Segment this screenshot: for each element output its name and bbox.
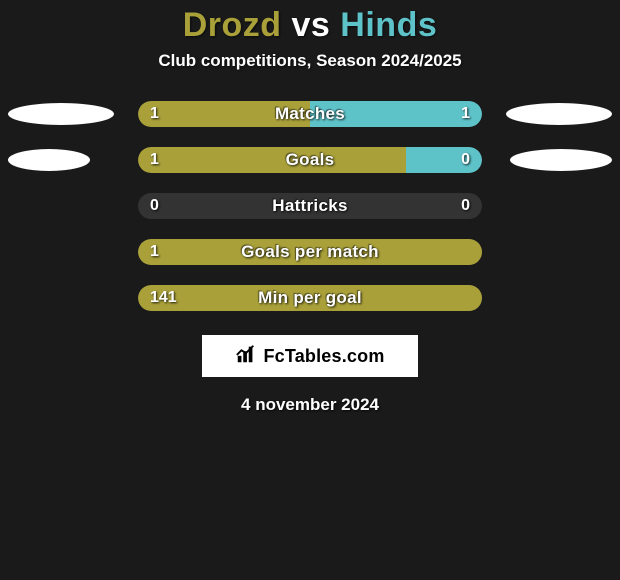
- subtitle: Club competitions, Season 2024/2025: [0, 51, 620, 71]
- comparison-widget: Drozd vs Hinds Club competitions, Season…: [0, 0, 620, 580]
- stat-label: Min per goal: [138, 285, 482, 311]
- stat-label: Goals: [138, 147, 482, 173]
- stats-area: Matches11Goals10Hattricks00Goals per mat…: [0, 91, 620, 321]
- brand-badge[interactable]: FcTables.com: [202, 335, 418, 377]
- stat-value-right: 1: [449, 101, 482, 127]
- side-ellipse-left: [8, 149, 90, 171]
- side-ellipse-left: [8, 103, 114, 125]
- stat-row: Min per goal141: [0, 275, 620, 321]
- stat-bar: Goals1 0: [138, 147, 482, 173]
- stat-bar: Hattricks0 0: [138, 193, 482, 219]
- stat-row: Hattricks0 0: [0, 183, 620, 229]
- stat-bar: Min per goal141: [138, 285, 482, 311]
- bar-chart-icon: [235, 343, 263, 370]
- stat-row: Goals1 0: [0, 137, 620, 183]
- stat-label: Hattricks: [138, 193, 482, 219]
- vs-label: vs: [292, 6, 331, 44]
- stat-row: Goals per match1: [0, 229, 620, 275]
- stat-value-right: [458, 239, 482, 265]
- brand-text: FcTables.com: [263, 346, 384, 367]
- page-title: Drozd vs Hinds: [0, 0, 620, 45]
- stat-bar: Matches1 1: [138, 101, 482, 127]
- stat-value-right: 0: [449, 193, 482, 219]
- side-ellipse-right: [506, 103, 612, 125]
- stat-value-left: 1: [138, 239, 171, 265]
- stat-value-left: 1: [138, 101, 171, 127]
- player-b-name: Hinds: [340, 6, 437, 44]
- stat-value-right: 0: [449, 147, 482, 173]
- stat-value-right: [458, 285, 482, 311]
- stat-value-left: 141: [138, 285, 189, 311]
- stat-label: Matches: [138, 101, 482, 127]
- date-label: 4 november 2024: [0, 395, 620, 415]
- stat-row: Matches1 1: [0, 91, 620, 137]
- player-a-name: Drozd: [183, 6, 282, 44]
- stat-value-left: 1: [138, 147, 171, 173]
- side-ellipse-right: [510, 149, 612, 171]
- stat-value-left: 0: [138, 193, 171, 219]
- stat-label: Goals per match: [138, 239, 482, 265]
- stat-bar: Goals per match1: [138, 239, 482, 265]
